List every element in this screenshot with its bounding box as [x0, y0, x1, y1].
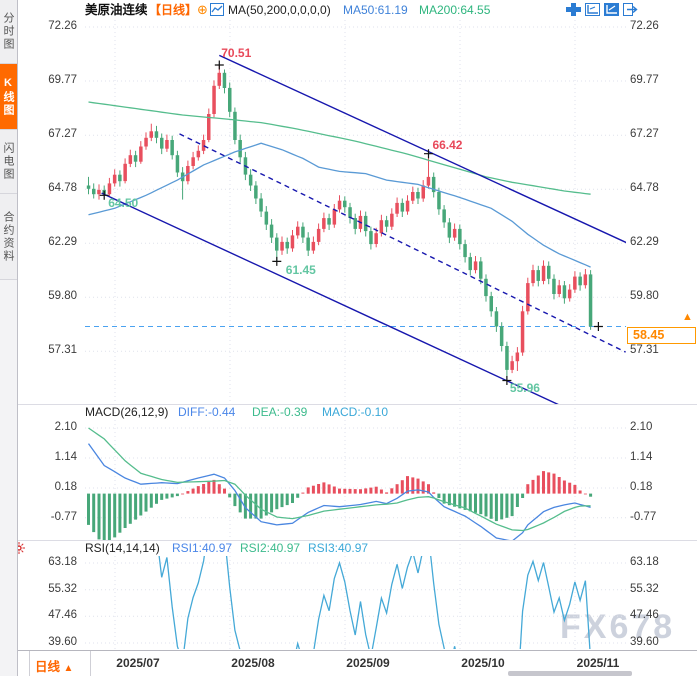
mini-chart-icon[interactable]: [210, 3, 224, 16]
price-axis-label-left: 67.27: [48, 128, 77, 141]
ma-settings-label[interactable]: MA(50,200,0,0,0,0): [228, 3, 331, 17]
symbol-title: 美原油连续: [85, 3, 148, 17]
add-indicator-icon[interactable]: ⊕: [197, 2, 208, 17]
panel-separator: [17, 404, 697, 405]
macd-axis-label-right: 2.10: [630, 420, 653, 433]
macd-axis-label-right: 0.18: [630, 480, 653, 493]
price-axis-label-right: 59.80: [630, 290, 659, 303]
bar-divider: [29, 651, 30, 676]
sidebar-tab-kline[interactable]: K线图: [0, 64, 17, 130]
rsi-title[interactable]: RSI(14,14,14): [85, 541, 160, 555]
price-axis-label-left: 62.29: [48, 236, 77, 249]
price-axis-label-right: 62.29: [630, 236, 659, 249]
rsi-axis-label-left: 39.60: [48, 635, 77, 648]
rsi2-value: RSI2:40.97: [240, 541, 301, 555]
macd-axis-label-left: -0.77: [50, 510, 77, 523]
time-axis-bar: 日线 ▲: [17, 650, 697, 676]
price-axis-label-right: 67.27: [630, 128, 659, 141]
price-axis-label-right: 57.31: [630, 344, 659, 357]
price-annotation: 61.45: [285, 263, 316, 278]
macd-axis-label-left: 2.10: [54, 420, 77, 433]
price-annotation: 70.51: [221, 45, 252, 60]
ma50-value: MA50:61.19: [343, 3, 408, 17]
price-annotation: 64.50: [108, 196, 139, 211]
chart-header: 美原油连续 【日线】 ⊕ MA(50,200,0,0,0,0) MA50:61.…: [0, 0, 697, 20]
rsi-axis-label-right: 55.32: [630, 582, 659, 595]
price-axis-label-left: 69.77: [48, 74, 77, 86]
macd-axis-label-left: 0.18: [54, 480, 77, 493]
date-axis-label: 2025/07: [116, 656, 160, 670]
sidebar-tab-timeshare[interactable]: 分时图: [0, 0, 17, 64]
rsi-header: RSI(14,14,14) RSI1:40.97 RSI2:40.97 RSI3…: [0, 541, 697, 557]
scale-tool-icon[interactable]: [604, 3, 619, 16]
macd-dea-value: DEA:-0.39: [252, 405, 308, 419]
last-price-box: 58.45: [627, 327, 696, 344]
date-axis-label: 2025/08: [231, 656, 275, 670]
rsi-axis-label-left: 55.32: [48, 582, 77, 595]
horizontal-scrollbar-thumb[interactable]: [508, 671, 632, 676]
macd-title[interactable]: MACD(26,12,9): [85, 405, 169, 419]
rsi3-value: RSI3:40.97: [308, 541, 369, 555]
price-annotation: 55.96: [509, 381, 540, 396]
price-axis-label-right: 64.78: [630, 182, 659, 195]
rsi-axis-label-right: 47.46: [630, 609, 659, 622]
price-axis-label-left: 59.80: [48, 290, 77, 303]
ma200-value: MA200:64.55: [419, 3, 491, 17]
rsi-axis-label-right: 39.60: [630, 635, 659, 648]
sidebar-tab-lightning[interactable]: 闪电图: [0, 130, 17, 194]
panel-separator: [17, 540, 697, 541]
bar-divider: [90, 651, 91, 676]
macd-header: MACD(26,12,9) DIFF:-0.44 DEA:-0.39 MACD:…: [0, 405, 697, 421]
fx678-watermark: FX678: [560, 608, 676, 646]
date-axis-label: 2025/11: [576, 656, 620, 670]
price-axis-label-left: 64.78: [48, 182, 77, 195]
price-annotation: 66.42: [432, 137, 463, 152]
rsi-axis-label-left: 47.46: [48, 609, 77, 622]
price-up-arrow-icon: ▲: [682, 311, 693, 323]
macd-diff-value: DIFF:-0.44: [178, 405, 236, 419]
sidebar-tab-contract-info[interactable]: 合约资料: [0, 194, 17, 280]
rsi1-value: RSI1:40.97: [172, 541, 233, 555]
price-axis-label-right: 69.77: [630, 74, 659, 86]
price-axis-label-left: 72.26: [48, 20, 77, 32]
price-axis-label-right: 72.26: [630, 20, 659, 32]
price-axis-label-left: 57.31: [48, 344, 77, 357]
macd-axis-label-right: -0.77: [630, 510, 657, 523]
macd-axis-label-right: 1.14: [630, 450, 653, 463]
crosshair-tool-icon[interactable]: [566, 3, 581, 16]
macd-axis-label-left: 1.14: [54, 450, 77, 463]
collapse-panel-icon[interactable]: [623, 3, 638, 16]
zoom-area-tool-icon[interactable]: [585, 3, 600, 16]
rsi-axis-label-left: 63.18: [48, 556, 77, 568]
rsi-axis-label-right: 63.18: [630, 556, 659, 568]
macd-macd-value: MACD:-0.10: [322, 405, 389, 419]
period-label[interactable]: 【日线】: [149, 3, 198, 17]
sidebar: 分时图 K线图 闪电图 合约资料: [0, 0, 18, 676]
date-axis-label: 2025/09: [346, 656, 390, 670]
date-axis-label: 2025/10: [461, 656, 505, 670]
period-selector[interactable]: 日线 ▲: [35, 660, 74, 674]
